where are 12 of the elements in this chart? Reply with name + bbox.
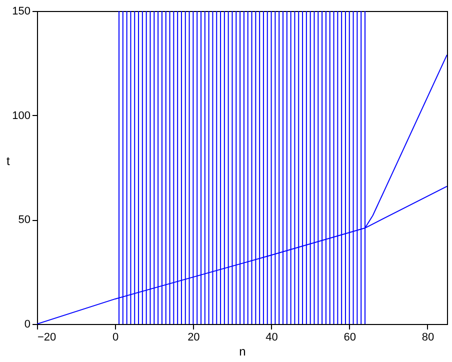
x-tick-label: −20 [38,332,56,344]
x-tick-label: 80 [422,332,434,344]
x-tick-label: 60 [344,332,356,344]
y-axis-title: t [6,154,10,168]
x-tick-label: 20 [188,332,200,344]
y-tick-label: 50 [18,214,30,226]
x-tick-label: 0 [112,332,119,344]
x-axis-title: n [239,344,246,358]
y-tick-label: 150 [12,6,30,18]
y-tick-label: 100 [12,110,30,122]
y-tick-label: 0 [24,318,30,330]
x-tick-label: 40 [266,332,278,344]
